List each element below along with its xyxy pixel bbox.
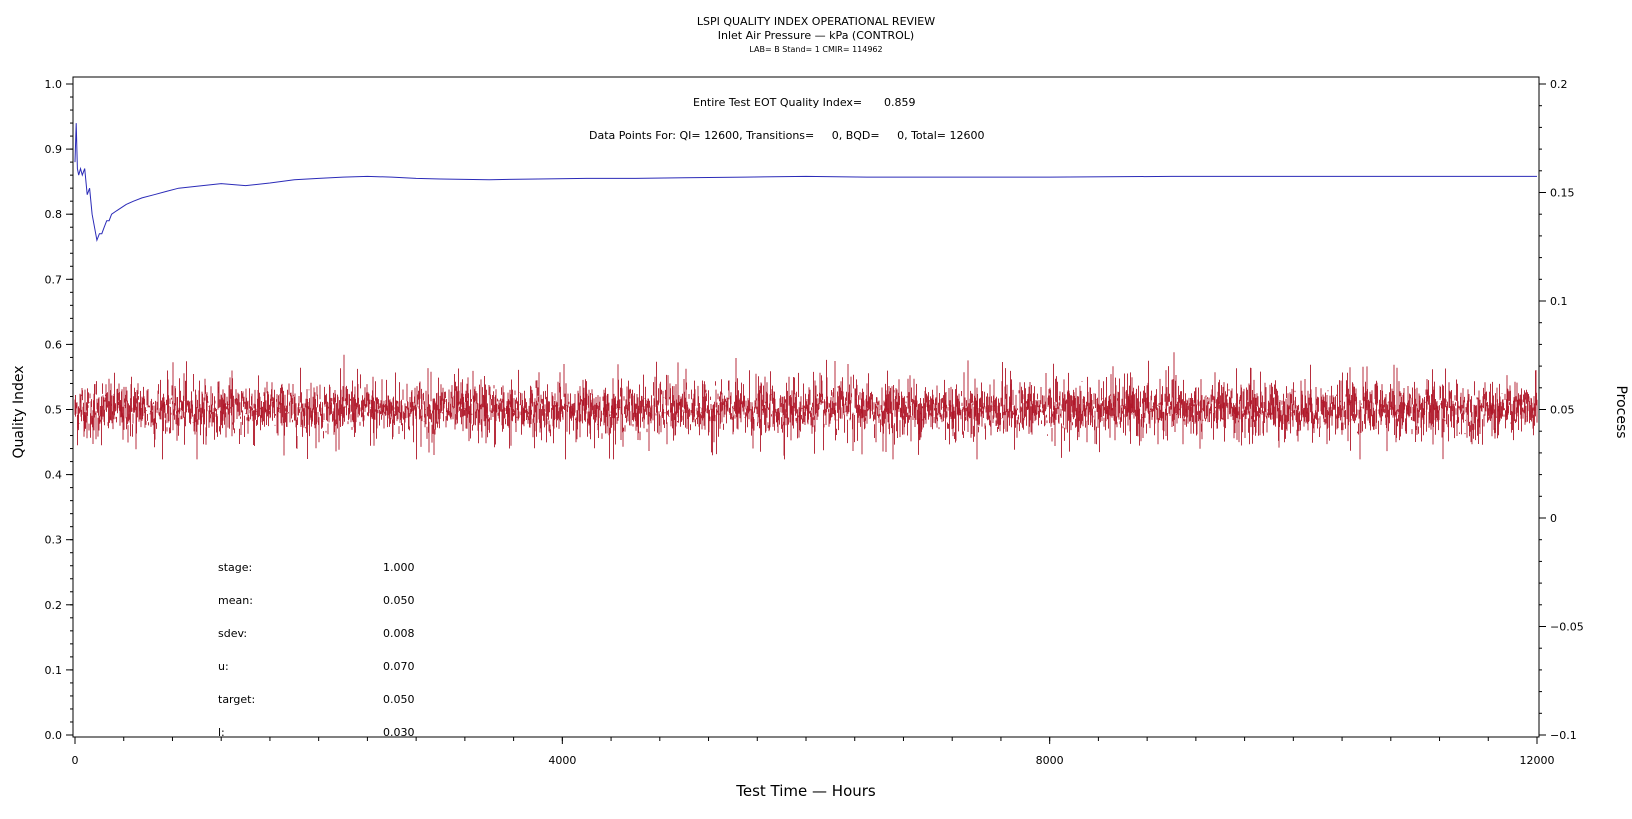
- process-series: [74, 352, 1538, 460]
- eot-quality-value: 0.859: [884, 96, 916, 109]
- x-tick-label: 12000: [1520, 754, 1555, 767]
- stat-label: target:: [218, 693, 255, 706]
- y-tick-label: 0.8: [45, 208, 63, 221]
- y-tick-label: 0.6: [45, 338, 63, 351]
- y2-tick-label: 0.2: [1550, 78, 1568, 91]
- y-tick-label: 0.4: [45, 469, 63, 482]
- stat-label: stage:: [218, 561, 252, 574]
- x-tick-label: 4000: [548, 754, 576, 767]
- chart-subtitle-2: LAB= B Stand= 1 CMIR= 114962: [749, 45, 882, 54]
- y2-tick-label: 0.15: [1550, 187, 1575, 200]
- stat-value: 0.008: [383, 627, 415, 640]
- x-tick-label: 8000: [1036, 754, 1064, 767]
- stat-value: 0.050: [383, 594, 415, 607]
- y-tick-label: 0.1: [45, 664, 63, 677]
- y2-tick-label: −0.05: [1550, 621, 1584, 634]
- x-axis-label: Test Time — Hours: [735, 782, 876, 800]
- y-tick-label: 0.3: [45, 534, 63, 547]
- stat-label: mean:: [218, 594, 253, 607]
- stat-value: 0.030: [383, 726, 415, 739]
- y-tick-label: 0.7: [45, 273, 63, 286]
- stat-label: sdev:: [218, 627, 247, 640]
- stat-value: 0.050: [383, 693, 415, 706]
- y2-tick-label: 0.05: [1550, 404, 1575, 417]
- y2-tick-label: 0: [1550, 512, 1557, 525]
- stat-value: 0.070: [383, 660, 415, 673]
- stat-value: 1.000: [383, 561, 415, 574]
- chart-title: LSPI QUALITY INDEX OPERATIONAL REVIEW: [697, 15, 935, 28]
- x-tick-label: 0: [72, 754, 79, 767]
- chart-subtitle: Inlet Air Pressure — kPa (CONTROL): [718, 29, 914, 42]
- y-tick-label: 0.0: [45, 729, 63, 742]
- y-tick-label: 0.5: [45, 404, 63, 417]
- y-tick-label: 0.9: [45, 143, 63, 156]
- left-y-axis: 0.0 0.1 0.2 0.3 0.4 0.5 0.6 0.7 0.8 0.9 1.0: [45, 78, 73, 742]
- y-tick-label: 0.2: [45, 599, 63, 612]
- y2-axis-label: Process: [1613, 385, 1629, 438]
- stats-block: stage: 1.000 mean: 0.050 sdev: 0.008 u: 0.070 ta…: [218, 561, 415, 739]
- stat-label: l:: [218, 726, 225, 739]
- data-points-annotation: Data Points For: QI= 12600, Transitions=…: [589, 129, 984, 142]
- x-axis: 0 4000 8000 12000: [72, 737, 1555, 767]
- right-y-axis: −0.1 −0.05 0 0.05 0.1 0.15 0.2: [1539, 78, 1584, 742]
- quality-index-line: [74, 123, 1537, 243]
- y2-tick-label: −0.1: [1550, 729, 1577, 742]
- process-noise-path: [74, 352, 1538, 460]
- y-axis-label: Quality Index: [11, 365, 27, 458]
- stat-label: u:: [218, 660, 229, 673]
- y-tick-label: 1.0: [45, 78, 63, 91]
- eot-quality-label: Entire Test EOT Quality Index=: [693, 96, 862, 109]
- y2-tick-label: 0.1: [1550, 295, 1568, 308]
